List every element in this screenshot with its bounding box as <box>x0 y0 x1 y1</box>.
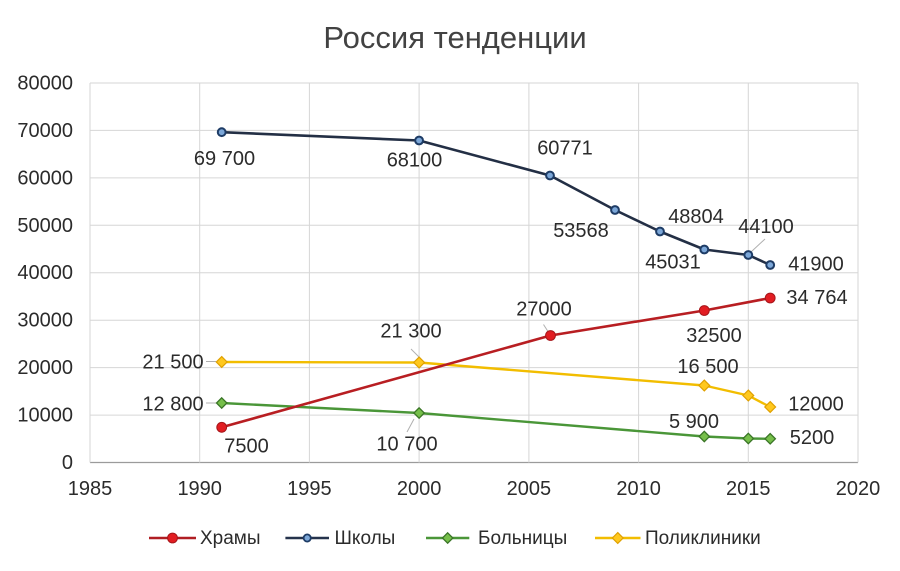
svg-text:21 500: 21 500 <box>142 352 203 374</box>
svg-text:2020: 2020 <box>836 478 881 500</box>
svg-text:48804: 48804 <box>668 206 724 228</box>
svg-text:20000: 20000 <box>17 357 73 379</box>
svg-text:53568: 53568 <box>553 220 609 242</box>
svg-text:12 800: 12 800 <box>142 394 203 416</box>
svg-text:5200: 5200 <box>790 427 835 449</box>
svg-text:34 764: 34 764 <box>786 287 847 309</box>
svg-text:1990: 1990 <box>177 478 222 500</box>
svg-text:0: 0 <box>62 452 73 474</box>
svg-text:80000: 80000 <box>17 73 73 95</box>
svg-text:12000: 12000 <box>788 394 844 416</box>
svg-text:Россия тенденции: Россия тенденции <box>323 20 586 55</box>
svg-text:27000: 27000 <box>516 299 572 321</box>
svg-text:2000: 2000 <box>397 478 442 500</box>
svg-text:68100: 68100 <box>387 150 443 172</box>
svg-text:44100: 44100 <box>738 216 794 238</box>
svg-text:16 500: 16 500 <box>677 356 738 378</box>
svg-text:41900: 41900 <box>788 254 844 276</box>
svg-text:2005: 2005 <box>507 478 552 500</box>
svg-text:7500: 7500 <box>224 436 269 458</box>
svg-text:Храмы: Храмы <box>200 528 261 549</box>
svg-text:45031: 45031 <box>645 252 701 274</box>
svg-text:70000: 70000 <box>17 120 73 142</box>
svg-text:1985: 1985 <box>68 478 113 500</box>
svg-text:40000: 40000 <box>17 262 73 284</box>
svg-text:60771: 60771 <box>537 138 593 160</box>
svg-text:10 700: 10 700 <box>376 434 437 456</box>
svg-text:60000: 60000 <box>17 167 73 189</box>
svg-text:Школы: Школы <box>335 528 396 549</box>
svg-text:10000: 10000 <box>17 405 73 427</box>
svg-text:Больницы: Больницы <box>478 528 567 549</box>
svg-text:5 900: 5 900 <box>669 411 719 433</box>
svg-text:30000: 30000 <box>17 310 73 332</box>
svg-text:Поликлиники: Поликлиники <box>645 528 761 549</box>
svg-text:50000: 50000 <box>17 215 73 237</box>
svg-text:2010: 2010 <box>616 478 661 500</box>
svg-text:21 300: 21 300 <box>380 321 441 343</box>
svg-text:32500: 32500 <box>686 325 742 347</box>
svg-text:1995: 1995 <box>287 478 332 500</box>
svg-text:2015: 2015 <box>726 478 771 500</box>
svg-text:69 700: 69 700 <box>194 148 255 170</box>
